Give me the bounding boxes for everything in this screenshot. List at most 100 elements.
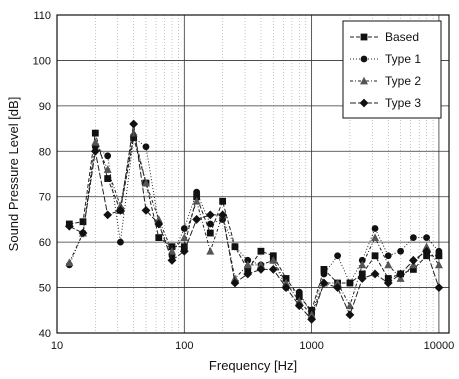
- data-point: [435, 247, 443, 255]
- data-point: [307, 314, 317, 324]
- data-point: [129, 128, 138, 137]
- data-point: [333, 278, 342, 287]
- data-point: [155, 234, 163, 241]
- data-point: [206, 247, 215, 255]
- data-point: [281, 283, 291, 292]
- legend-marker-circle: [360, 55, 368, 63]
- y-tick-label: 90: [39, 101, 51, 113]
- data-point: [384, 252, 392, 260]
- series-based: [65, 129, 443, 314]
- legend-marker-triangle: [360, 76, 368, 85]
- data-point: [192, 197, 201, 205]
- y-tick-label: 100: [33, 55, 51, 67]
- data-point: [345, 301, 354, 310]
- data-point: [307, 310, 316, 319]
- data-point: [256, 260, 265, 269]
- data-point: [320, 270, 328, 278]
- series-type-2: [65, 128, 443, 319]
- data-point: [409, 266, 417, 273]
- x-tick-label: 10: [51, 340, 63, 352]
- legend-marker-diamond: [359, 98, 369, 108]
- data-point: [244, 256, 252, 264]
- series-type-3: [64, 119, 444, 324]
- data-point: [231, 243, 239, 251]
- data-point: [243, 269, 253, 279]
- data-point: [218, 210, 228, 220]
- series-group: [64, 119, 444, 324]
- data-point: [282, 278, 291, 287]
- data-point: [141, 178, 150, 187]
- data-point: [422, 246, 431, 256]
- x-tick-label: 1000: [299, 340, 323, 352]
- data-point: [423, 252, 430, 260]
- data-point: [141, 205, 151, 215]
- legend-label: Type 3: [385, 96, 421, 110]
- legend-label: Type 2: [385, 74, 421, 88]
- data-point: [371, 252, 379, 260]
- data-point: [154, 219, 164, 229]
- x-tick-label: 10000: [424, 340, 455, 352]
- data-point: [104, 152, 112, 160]
- data-point: [206, 220, 214, 228]
- data-point: [104, 175, 112, 182]
- data-point: [333, 283, 342, 292]
- data-point: [256, 265, 266, 274]
- data-point: [205, 210, 215, 220]
- x-tick-label: 100: [175, 340, 193, 352]
- data-point: [434, 283, 444, 292]
- data-point: [192, 215, 202, 224]
- legend: Based Type 1 Type 2 Type 3: [342, 20, 442, 119]
- data-point: [257, 247, 265, 255]
- data-point: [65, 258, 74, 266]
- legend-label: Based: [385, 30, 419, 44]
- series-line: [68, 136, 440, 317]
- data-point: [116, 205, 125, 215]
- y-axis-title: Sound Pressure Level [dB]: [6, 97, 21, 252]
- data-point: [154, 215, 163, 223]
- data-point: [219, 197, 227, 205]
- legend-marker-square: [360, 33, 368, 41]
- data-point: [346, 279, 354, 287]
- data-point: [117, 238, 124, 246]
- data-point: [64, 221, 74, 231]
- data-point: [434, 260, 443, 269]
- data-point: [294, 301, 304, 311]
- data-point: [397, 247, 404, 255]
- data-point: [90, 146, 100, 156]
- data-point: [422, 242, 431, 251]
- data-point: [320, 266, 328, 273]
- data-point: [243, 260, 252, 269]
- data-point: [103, 210, 113, 220]
- data-point: [269, 252, 277, 260]
- data-point: [79, 218, 87, 226]
- plot-frame: [56, 14, 450, 334]
- series-line: [69, 132, 439, 312]
- data-point: [167, 247, 176, 255]
- data-point: [269, 256, 278, 264]
- data-point: [230, 278, 240, 288]
- data-point: [308, 306, 316, 314]
- series-type-1: [65, 134, 443, 319]
- data-point: [193, 188, 201, 196]
- data-point: [206, 229, 214, 237]
- data-point: [383, 278, 393, 288]
- data-point: [268, 265, 278, 274]
- data-point: [384, 260, 393, 269]
- data-point: [384, 275, 392, 282]
- data-point: [319, 278, 329, 288]
- data-point: [423, 234, 430, 242]
- y-tick-label: 60: [39, 237, 51, 249]
- y-tick-label: 70: [39, 192, 51, 204]
- data-point: [116, 201, 125, 210]
- data-point: [370, 269, 380, 279]
- data-point: [409, 234, 417, 242]
- data-point: [396, 269, 405, 279]
- data-point: [167, 255, 177, 265]
- data-point: [78, 228, 88, 238]
- data-point: [408, 255, 418, 265]
- data-point: [371, 233, 380, 241]
- data-point: [168, 243, 176, 251]
- data-point: [295, 288, 303, 296]
